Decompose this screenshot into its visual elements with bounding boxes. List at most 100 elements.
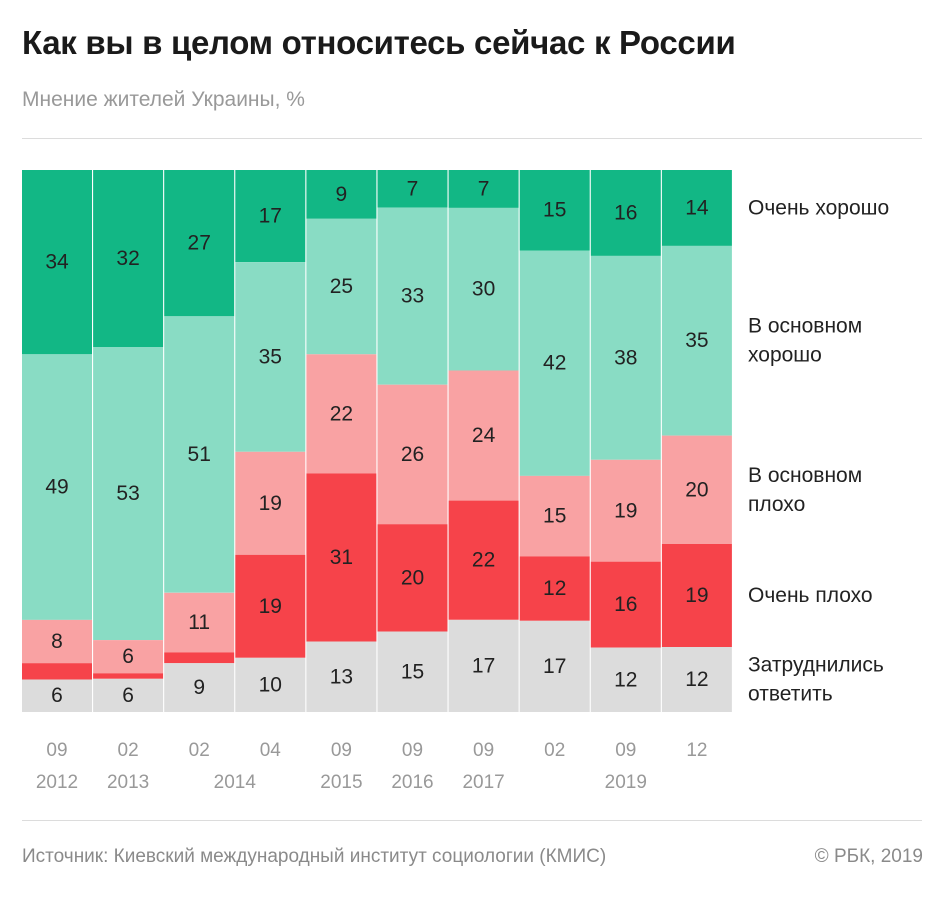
bar-segment: [22, 170, 92, 355]
bar-segment: [93, 673, 164, 679]
top-divider: [22, 138, 922, 139]
x-tick-label: 02: [118, 740, 139, 761]
data-label: 6: [122, 645, 134, 668]
data-label: 16: [614, 201, 637, 224]
data-label: 19: [685, 584, 708, 607]
x-year-label: 2019: [605, 772, 647, 793]
data-label: 17: [543, 655, 566, 678]
bar-segment: [306, 641, 377, 712]
bar-segment: [235, 170, 306, 263]
bar-segment: [306, 218, 377, 355]
data-label: 7: [407, 177, 419, 200]
x-year-label: 2016: [391, 772, 433, 793]
data-label: 19: [259, 492, 282, 515]
bar-segment: [235, 657, 306, 712]
bar-segment: [377, 170, 448, 208]
x-tick-label: 09: [402, 740, 423, 761]
legend-label: хорошо: [748, 344, 822, 367]
data-label: 27: [188, 232, 211, 255]
bar-segment: [661, 435, 732, 544]
x-tick-label: 02: [544, 740, 565, 761]
bar-segment: [22, 679, 92, 712]
bar-segment: [22, 619, 92, 664]
bar-segment: [590, 255, 661, 460]
bar-segment: [519, 170, 590, 251]
legend-label: плохо: [748, 493, 805, 516]
bar-segment: [519, 620, 590, 712]
x-year-label: 2012: [36, 772, 78, 793]
x-tick-label: 09: [615, 740, 636, 761]
bar-segment: [164, 170, 235, 317]
copyright-note: © РБК, 2019: [814, 846, 923, 867]
bar-segment: [519, 475, 590, 557]
bar-segment: [235, 451, 306, 555]
bar-segment: [93, 170, 164, 347]
x-tick-label: 02: [189, 740, 210, 761]
data-label: 13: [330, 665, 353, 688]
bar-segment: [590, 459, 661, 562]
data-label: 17: [259, 205, 282, 228]
data-label: 15: [401, 660, 424, 683]
bar-segment: [661, 245, 732, 436]
bar-segment: [306, 473, 377, 642]
x-year-label: 2015: [320, 772, 362, 793]
bar-segment: [590, 170, 661, 256]
data-label: 49: [45, 476, 68, 499]
data-label: 34: [45, 251, 69, 274]
bar-segment: [235, 262, 306, 452]
data-label: 16: [614, 593, 637, 616]
x-year-label: 2017: [462, 772, 504, 793]
data-label: 20: [401, 566, 424, 589]
bar-segment: [448, 207, 519, 371]
x-year-label: 2014: [214, 772, 257, 793]
bar-segment: [93, 640, 164, 674]
bar-segment: [448, 170, 519, 208]
bar-segment: [306, 354, 377, 474]
bar-segment: [661, 544, 732, 647]
data-label: 6: [51, 684, 63, 707]
data-label: 51: [188, 443, 211, 466]
data-label: 20: [685, 478, 708, 501]
legend-label: Очень плохо: [748, 584, 873, 607]
data-label: 19: [259, 595, 282, 618]
bar-segment: [22, 354, 92, 620]
bar-segment: [661, 170, 732, 246]
data-label: 26: [401, 443, 424, 466]
data-label: 19: [614, 499, 637, 522]
bar-segment: [377, 524, 448, 632]
bar-segment: [22, 663, 92, 680]
x-tick-label: 09: [331, 740, 352, 761]
data-label: 14: [685, 196, 709, 219]
data-label: 42: [543, 352, 566, 375]
data-label: 24: [472, 424, 496, 447]
data-label: 12: [614, 668, 637, 691]
bar-segment: [519, 556, 590, 621]
bar-segment: [661, 647, 732, 712]
bar-segment: [448, 370, 519, 501]
legend-label: Очень хорошо: [748, 196, 889, 219]
bar-segment: [590, 647, 661, 712]
bar-segment: [377, 631, 448, 712]
data-label: 32: [116, 247, 139, 270]
data-label: 8: [51, 630, 63, 653]
data-label: 33: [401, 285, 424, 308]
x-year-label: 2013: [107, 772, 149, 793]
data-label: 22: [330, 402, 353, 425]
data-label: 15: [543, 199, 566, 222]
data-label: 35: [259, 346, 282, 369]
bar-segment: [164, 663, 235, 712]
data-label: 10: [259, 673, 282, 696]
bar-segment: [590, 561, 661, 648]
x-tick-label: 09: [46, 740, 67, 761]
data-label: 11: [188, 611, 210, 634]
bar-segment: [448, 500, 519, 620]
legend-label: В основном: [748, 464, 862, 487]
data-label: 30: [472, 278, 495, 301]
x-tick-label: 09: [473, 740, 494, 761]
data-label: 31: [330, 546, 353, 569]
data-label: 38: [614, 346, 637, 369]
data-label: 7: [478, 178, 490, 201]
bar-segment: [93, 347, 164, 641]
bar-segment: [235, 554, 306, 658]
